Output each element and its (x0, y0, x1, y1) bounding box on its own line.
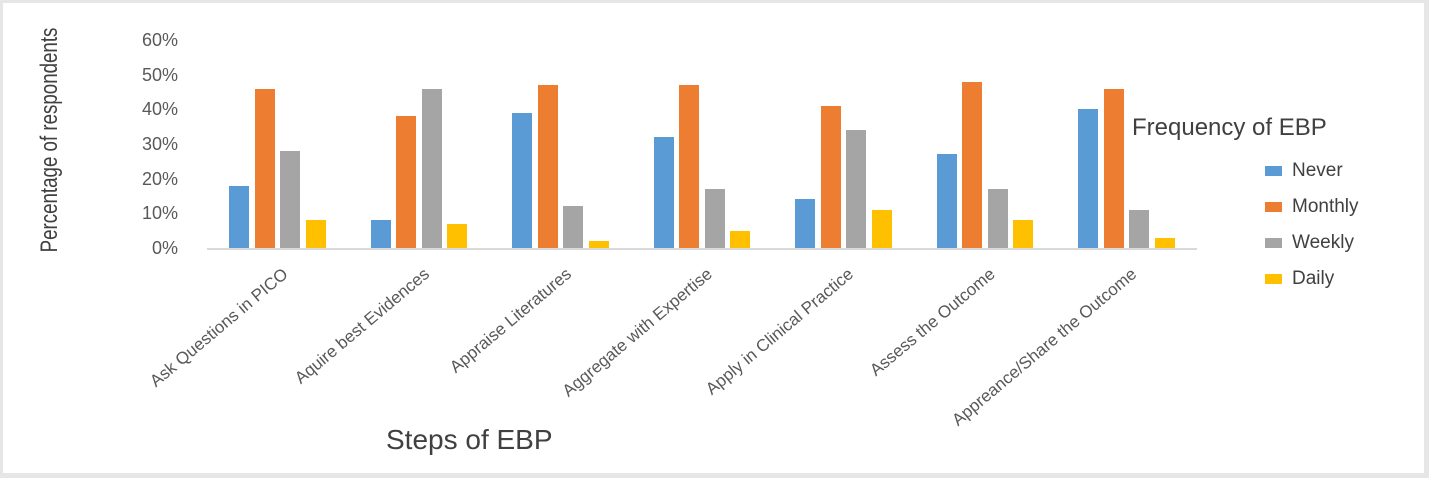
legend-item-daily[interactable]: Daily (1265, 268, 1334, 290)
bar-monthly (254, 88, 275, 248)
bar-daily (730, 230, 751, 248)
bar-monthly (679, 85, 700, 248)
bar-monthly (962, 81, 983, 248)
bar-daily (588, 241, 609, 248)
bar-never (370, 220, 391, 248)
legend-swatch-monthly (1265, 202, 1282, 212)
bar-weekly (1129, 209, 1150, 248)
bar-daily (1154, 237, 1175, 248)
y-tick-label: 20% (141, 168, 178, 189)
bar-never (653, 137, 674, 248)
legend-item-never[interactable]: Never (1265, 160, 1343, 182)
legend-title: Frequency of EBP (1132, 114, 1327, 141)
legend-swatch-daily (1265, 274, 1282, 284)
legend-swatch-never (1265, 166, 1282, 176)
bar-daily (871, 209, 892, 248)
y-tick-label: 40% (141, 99, 178, 120)
y-tick-label: 60% (141, 30, 178, 50)
bar-never (229, 185, 250, 248)
y-tick-label: 10% (141, 203, 178, 224)
x-axis-title: Steps of EBP (386, 424, 553, 455)
bar-never (936, 154, 957, 248)
legend-item-weekly[interactable]: Weekly (1265, 232, 1354, 254)
bar-monthly (396, 116, 417, 248)
bar-weekly (421, 88, 442, 248)
bar-weekly (704, 189, 725, 248)
bar-weekly (280, 150, 301, 248)
legend-label: Daily (1292, 268, 1335, 289)
x-axis-line (207, 248, 1197, 250)
legend-item-monthly[interactable]: Monthly (1265, 196, 1359, 218)
bar-daily (447, 223, 468, 248)
y-axis-title: Percentage of respondents (36, 27, 63, 253)
bar-monthly (1103, 88, 1124, 248)
y-tick-label: 30% (141, 134, 178, 154)
legend-label: Never (1292, 160, 1343, 181)
bar-daily (1013, 220, 1034, 248)
bar-monthly (537, 85, 558, 248)
bar-weekly (563, 206, 584, 248)
bar-monthly (820, 105, 841, 248)
y-tick-label: 50% (141, 64, 178, 85)
bar-never (795, 199, 816, 248)
bar-never (512, 112, 533, 248)
bar-weekly (987, 189, 1008, 248)
legend-swatch-weekly (1265, 238, 1282, 248)
bar-never (1078, 109, 1099, 248)
bar-daily (305, 220, 326, 248)
legend-label: Weekly (1292, 232, 1354, 253)
y-tick-label: 0% (151, 238, 178, 258)
legend-label: Monthly (1292, 196, 1359, 217)
bar-weekly (846, 130, 867, 248)
